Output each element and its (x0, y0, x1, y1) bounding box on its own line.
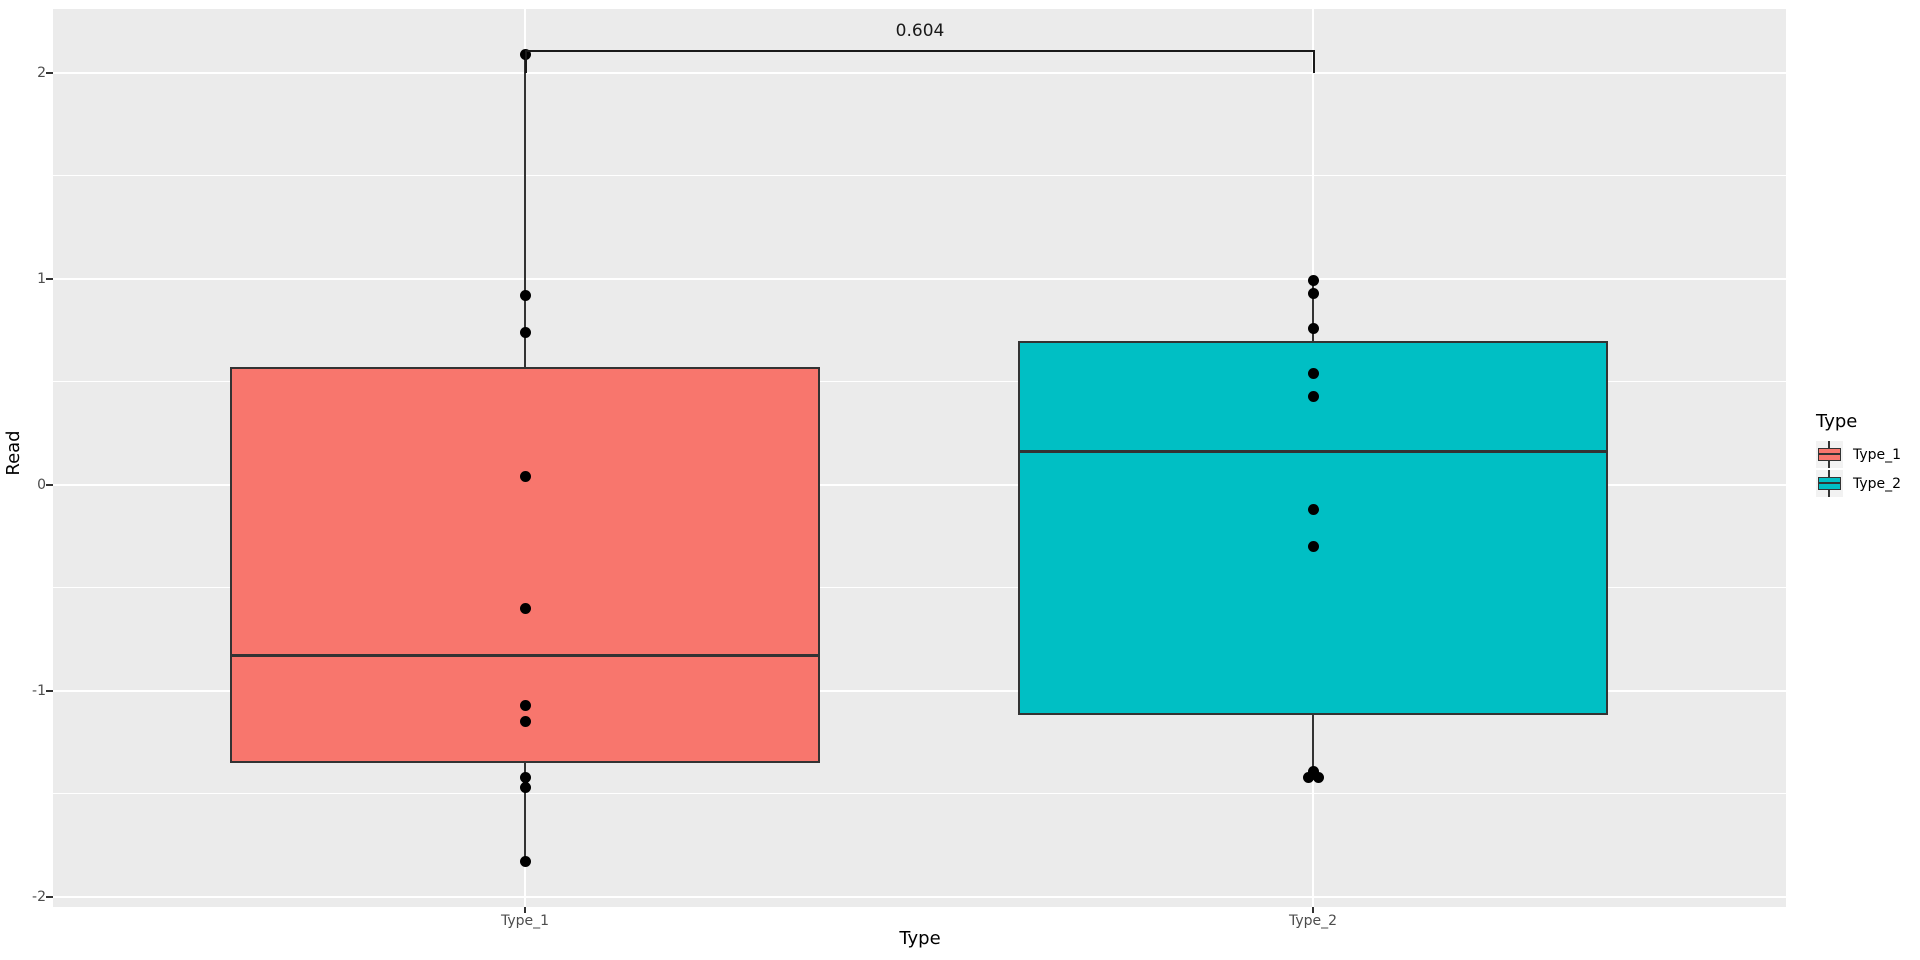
whisker-upper-type_1 (524, 54, 526, 368)
gridline-major-y (53, 71, 1786, 74)
data-point (519, 782, 531, 794)
data-point (1302, 771, 1314, 783)
significance-bracket-tip-right (1313, 50, 1315, 74)
data-point (1307, 275, 1319, 287)
significance-label: 0.604 (895, 21, 945, 42)
median-line-type_1 (232, 654, 818, 658)
x-tick-label-type_2: Type_2 (1288, 913, 1338, 929)
x-tick-mark (524, 907, 526, 913)
legend-item-type_2: Type_2 (1816, 470, 1901, 497)
data-point (1307, 503, 1319, 515)
data-point (519, 602, 531, 614)
data-point (519, 856, 531, 868)
significance-bracket-tip-left (525, 50, 527, 74)
data-point (519, 471, 531, 483)
plot-panel: 0.604 (53, 9, 1786, 907)
gridline-minor-y (53, 381, 1786, 383)
data-point (1307, 287, 1319, 299)
y-tick-label: 0 (37, 476, 46, 493)
data-point (1307, 390, 1319, 402)
legend: Type Type_1 Type_2 (1816, 412, 1901, 499)
data-point (519, 699, 531, 711)
y-tick-mark (46, 277, 53, 280)
significance-bracket (525, 50, 1315, 53)
gridline-minor-y (53, 793, 1786, 795)
gridline-minor-y (53, 587, 1786, 589)
x-tick-label-type_1: Type_1 (500, 913, 550, 929)
data-point (519, 326, 531, 338)
gridline-minor-y (53, 175, 1786, 177)
whisker-upper-type_2 (1312, 280, 1314, 341)
data-point (1307, 765, 1319, 777)
data-point (1312, 771, 1324, 783)
data-point (1307, 541, 1319, 553)
y-axis-title-text: Read (3, 430, 24, 476)
legend-key-median (1818, 453, 1841, 455)
y-tick-label: -1 (32, 682, 46, 699)
legend-items: Type_1 Type_2 (1816, 441, 1901, 497)
data-point (519, 289, 531, 301)
x-axis-title: Type (899, 928, 941, 949)
legend-key-boxplot-icon (1816, 470, 1843, 497)
legend-key-median (1818, 482, 1841, 484)
whisker-lower-type_1 (524, 762, 526, 862)
y-tick-mark (46, 483, 53, 486)
data-point (1307, 322, 1319, 334)
data-point (1307, 368, 1319, 380)
y-tick-mark (46, 71, 53, 74)
y-tick-label: -2 (32, 888, 46, 905)
legend-item-label: Type_2 (1853, 475, 1902, 492)
whisker-lower-type_2 (1312, 715, 1314, 778)
y-tick-mark (46, 689, 53, 692)
y-tick-label: 1 (37, 270, 46, 287)
legend-key-boxplot-icon (1816, 441, 1843, 468)
data-point (519, 771, 531, 783)
gridline-major-y (53, 277, 1786, 280)
median-line-type_2 (1020, 450, 1606, 454)
y-tick-mark (46, 895, 53, 898)
legend-title: Type (1816, 411, 1858, 432)
x-tick-mark (1312, 907, 1314, 913)
legend-item-label: Type_1 (1853, 446, 1902, 463)
box-type_1 (230, 367, 820, 763)
legend-item-type_1: Type_1 (1816, 441, 1901, 468)
gridline-major-y (53, 483, 1786, 486)
y-tick-label: 2 (37, 64, 46, 81)
data-point (519, 716, 531, 728)
box-type_2 (1018, 340, 1608, 716)
gridline-major-y (53, 895, 1786, 898)
gridline-major-y (53, 689, 1786, 692)
